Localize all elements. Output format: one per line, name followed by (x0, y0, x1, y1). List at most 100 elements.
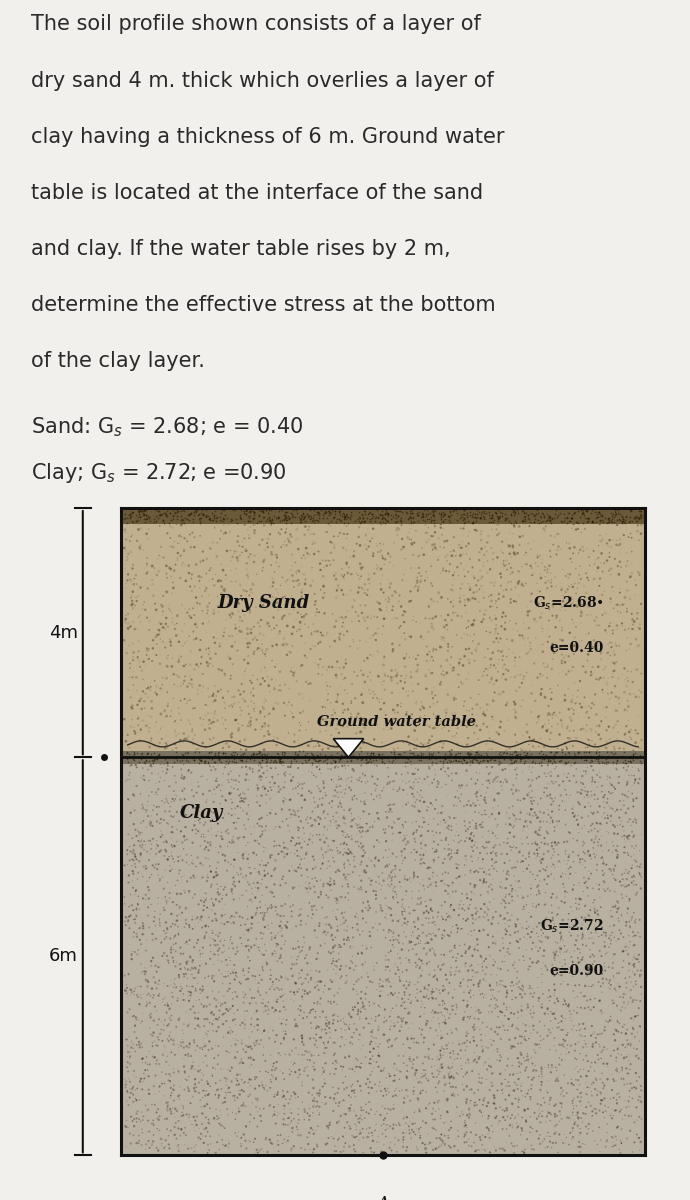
Point (138, 746, 149, 766)
Point (254, 1034, 265, 1054)
Point (240, 505, 251, 524)
Point (406, 667, 417, 686)
Point (287, 566, 298, 586)
Point (233, 719, 244, 738)
Point (188, 503, 199, 522)
Point (630, 688, 641, 707)
Point (231, 1075, 242, 1094)
Point (624, 826, 635, 845)
Point (402, 503, 413, 522)
Point (255, 638, 266, 658)
Point (633, 1128, 644, 1147)
Point (542, 632, 553, 652)
Point (128, 901, 139, 920)
Point (179, 990, 190, 1009)
Point (607, 667, 618, 686)
Point (391, 505, 402, 524)
Point (376, 505, 387, 524)
Point (474, 1020, 485, 1039)
Point (618, 821, 629, 840)
Point (142, 743, 153, 762)
Point (533, 989, 544, 1008)
Point (540, 1004, 551, 1024)
Point (194, 510, 205, 529)
Point (430, 607, 441, 626)
Point (302, 814, 313, 833)
Point (215, 836, 226, 856)
Point (368, 546, 379, 565)
Point (243, 637, 254, 656)
Point (410, 758, 421, 778)
Point (563, 569, 574, 588)
Point (286, 737, 297, 756)
Point (195, 750, 206, 769)
Point (562, 662, 573, 682)
Point (367, 973, 378, 992)
Point (504, 823, 515, 842)
Point (635, 664, 647, 683)
Point (353, 755, 364, 774)
Point (464, 940, 475, 959)
Point (415, 895, 426, 914)
Point (124, 532, 135, 551)
Point (426, 1012, 437, 1031)
Point (533, 808, 544, 827)
Point (139, 698, 150, 718)
Point (412, 1140, 423, 1159)
Point (425, 613, 436, 632)
Point (421, 709, 432, 728)
Point (197, 1038, 208, 1057)
Point (531, 574, 542, 593)
Point (433, 835, 444, 854)
Point (155, 810, 166, 829)
Point (157, 601, 168, 620)
Point (172, 871, 183, 890)
Point (126, 946, 137, 965)
Point (236, 1136, 247, 1156)
Point (334, 505, 345, 524)
Point (545, 785, 556, 804)
Point (387, 824, 398, 844)
Point (184, 606, 195, 625)
Point (562, 1022, 573, 1042)
Point (355, 1057, 366, 1076)
Point (380, 514, 391, 533)
Point (511, 931, 522, 950)
Point (242, 637, 253, 656)
Point (128, 1034, 139, 1054)
Point (195, 947, 206, 966)
Point (371, 1133, 382, 1152)
Point (352, 754, 363, 773)
Point (636, 1110, 647, 1129)
Point (460, 865, 471, 884)
Point (339, 823, 350, 842)
Point (351, 707, 362, 726)
Point (556, 581, 567, 600)
Point (168, 1031, 179, 1050)
Point (237, 581, 248, 600)
Point (334, 502, 345, 521)
Point (355, 661, 366, 680)
Point (517, 502, 528, 521)
Point (366, 744, 377, 763)
Point (246, 989, 257, 1008)
Point (213, 884, 224, 904)
Point (609, 1025, 620, 1044)
Point (335, 794, 346, 814)
Point (384, 1020, 395, 1039)
Point (389, 1070, 400, 1090)
Point (293, 571, 304, 590)
Point (590, 904, 601, 923)
Point (635, 1092, 646, 1111)
Point (144, 918, 155, 937)
Point (431, 640, 442, 659)
Point (207, 893, 218, 912)
Point (518, 900, 529, 919)
Point (183, 673, 194, 692)
Point (602, 551, 613, 570)
Point (121, 1138, 132, 1157)
Point (221, 541, 233, 560)
Point (245, 545, 256, 564)
Point (595, 991, 606, 1010)
Point (499, 908, 510, 928)
